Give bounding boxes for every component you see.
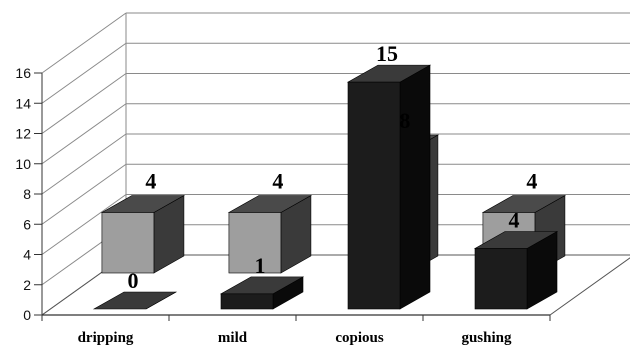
category-label: copious <box>335 330 384 346</box>
y-tick-label: 8 <box>23 186 31 202</box>
y-tick-label: 6 <box>23 216 31 232</box>
data-label-series-2: 4 <box>526 169 537 194</box>
series-1-bar <box>219 276 305 310</box>
gridline-side <box>41 42 127 104</box>
y-tick-label: 4 <box>23 247 31 263</box>
bar-side-face <box>399 64 431 310</box>
category-label: mild <box>218 330 248 346</box>
series-1-bar <box>92 291 178 310</box>
data-label-series-2: 8 <box>399 108 410 133</box>
series-2-bar <box>100 194 186 274</box>
bar-front-face <box>228 212 282 274</box>
bar-front-face <box>220 293 274 310</box>
data-label-series-1: 1 <box>255 253 266 278</box>
gridline-side <box>41 73 127 134</box>
y-tick-label: 0 <box>23 307 31 323</box>
y-tick-label: 2 <box>23 277 31 293</box>
bar-top-face <box>92 291 178 310</box>
y-tick-label: 12 <box>15 126 31 142</box>
gridline-side <box>41 133 127 195</box>
data-label-series-1: 15 <box>376 41 398 66</box>
data-label-series-1: 4 <box>509 208 520 233</box>
category-label: gushing <box>461 330 512 346</box>
data-label-series-2: 4 <box>145 169 156 194</box>
bar-front-face <box>347 81 401 310</box>
gridline-side <box>41 12 127 74</box>
y-tick-label: 16 <box>15 65 31 81</box>
series-2-bar <box>227 194 313 274</box>
x-axis-category-labels: dripping mild copious gushing <box>78 330 512 346</box>
y-axis-tick-labels: 0 2 4 6 8 10 12 14 16 <box>15 65 31 323</box>
category-label: dripping <box>78 330 134 346</box>
gridline-side <box>41 163 127 225</box>
bar-front-face <box>101 212 155 274</box>
data-label-series-2: 4 <box>272 169 283 194</box>
gridline-side <box>41 103 127 165</box>
bar-front-face <box>474 248 528 310</box>
series-1-bar <box>473 230 559 310</box>
y-tick-label: 10 <box>15 156 31 172</box>
series-1-bar <box>346 64 432 310</box>
gridline-side <box>41 194 127 255</box>
bars-layer <box>92 64 567 310</box>
data-label-series-1: 0 <box>128 268 139 293</box>
y-tick-label: 14 <box>15 95 31 111</box>
